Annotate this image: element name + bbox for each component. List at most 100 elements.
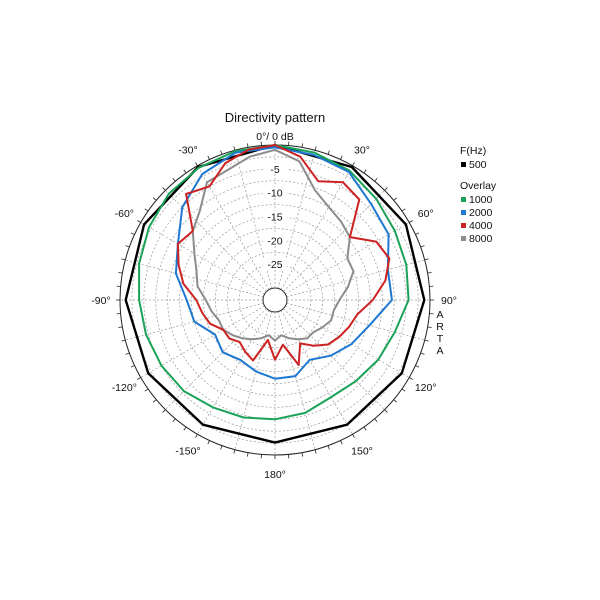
legend-header-overlay: Overlay [460, 180, 497, 192]
legend-swatch-500 [461, 162, 466, 167]
ring-tick [363, 426, 367, 431]
ring-tick [409, 377, 413, 380]
legend-swatch-8000 [461, 236, 466, 241]
ring-tick [427, 326, 432, 329]
ring-tick [401, 388, 406, 392]
series-500-line [124, 143, 426, 444]
angle-tick-label: -30° [178, 144, 197, 156]
grid-ring [179, 204, 371, 396]
center-circle [262, 287, 288, 313]
radial-tick-label: -20 [267, 235, 282, 247]
ring-tick [415, 232, 420, 235]
legend-label-8000: 8000 [469, 233, 493, 245]
grid-spoke [140, 305, 265, 378]
side-label-letter: T [437, 333, 444, 345]
grid-ring [226, 251, 324, 349]
legend-swatch-4000 [461, 223, 466, 228]
ring-tick [340, 155, 343, 160]
ring-tick [352, 434, 355, 438]
ring-tick [183, 169, 187, 174]
radial-tick-label: -5 [270, 164, 279, 176]
ring-tick [314, 449, 317, 454]
ring-tick [130, 365, 135, 368]
ring-tick [118, 326, 123, 329]
side-label-letter: A [436, 345, 443, 357]
ring-tick [420, 352, 425, 355]
angle-tick-label: 90° [441, 295, 457, 307]
angle-tick-label: 180° [264, 469, 286, 481]
ring-tick [220, 445, 223, 450]
legend-swatch-2000 [461, 210, 466, 215]
ring-tick [393, 399, 398, 403]
legend-header-primary: F(Hz) [460, 145, 486, 157]
ring-tick [301, 452, 304, 457]
chart-title: Directivity pattern [225, 110, 325, 125]
legend-swatch-1000 [461, 197, 466, 202]
grid-spoke [125, 259, 264, 298]
radial-tick-label: -10 [267, 188, 282, 200]
ring-tick [121, 339, 126, 342]
legend-label-500: 500 [469, 159, 487, 171]
radial-label-bg [263, 210, 287, 222]
legend-label-2000: 2000 [469, 207, 493, 219]
radial-tick-label: -25 [267, 259, 282, 271]
ring-tick [409, 220, 413, 223]
grid-ring [155, 180, 395, 420]
radial-label-bg [263, 162, 287, 174]
ring-tick [424, 258, 429, 261]
ring-tick [125, 245, 130, 248]
ring-tick [172, 418, 176, 423]
ring-tick [384, 187, 388, 191]
ring-tick [195, 162, 198, 166]
ring-tick [374, 177, 378, 182]
ring-tick [340, 440, 343, 445]
ring-tick [195, 434, 198, 438]
series-1000-line [138, 144, 410, 421]
angle-tick-label: -90° [91, 295, 110, 307]
series-4000-line [176, 144, 391, 366]
legend-label-1000: 1000 [469, 194, 493, 206]
angle-tick-label: 120° [415, 382, 437, 394]
ring-tick [401, 208, 406, 212]
ring-tick [233, 146, 236, 151]
ring-tick [144, 208, 149, 212]
ring-tick [183, 426, 187, 431]
ring-tick [152, 399, 157, 403]
ring-tick [301, 143, 304, 148]
series-8000-line [191, 148, 355, 342]
ring-tick [130, 232, 135, 235]
ring-tick [162, 187, 166, 191]
radial-tick-label: -15 [267, 212, 282, 224]
grid-ring [203, 228, 347, 372]
ring-tick [125, 352, 130, 355]
ring-tick [393, 197, 398, 201]
ring-tick [207, 155, 210, 160]
angle-tick-label: 30° [354, 144, 370, 156]
ring-tick [327, 445, 330, 450]
radial-label-bg [263, 258, 287, 270]
radial-label-bg [263, 186, 287, 198]
ring-tick [233, 449, 236, 454]
ring-tick [374, 418, 378, 423]
side-label-letter: A [436, 309, 443, 321]
angle-tick-label: -150° [175, 446, 200, 458]
radial-label-bg [263, 234, 287, 246]
series-layer [124, 143, 426, 444]
ring-tick [121, 258, 126, 261]
ring-tick [246, 452, 249, 457]
legend-label-4000: 4000 [469, 220, 493, 232]
ring-tick [384, 409, 388, 413]
ring-tick [314, 146, 317, 151]
ring-tick [137, 377, 141, 380]
ring-tick [427, 271, 432, 274]
ring-tick [207, 440, 210, 445]
ring-tick [246, 143, 249, 148]
angle-tick-label: 150° [351, 446, 373, 458]
angle-tick-label: -120° [112, 382, 137, 394]
side-label-letter: R [436, 321, 444, 333]
ring-tick [172, 177, 176, 182]
ring-tick [424, 339, 429, 342]
angle-tick-label: -60° [115, 208, 134, 220]
